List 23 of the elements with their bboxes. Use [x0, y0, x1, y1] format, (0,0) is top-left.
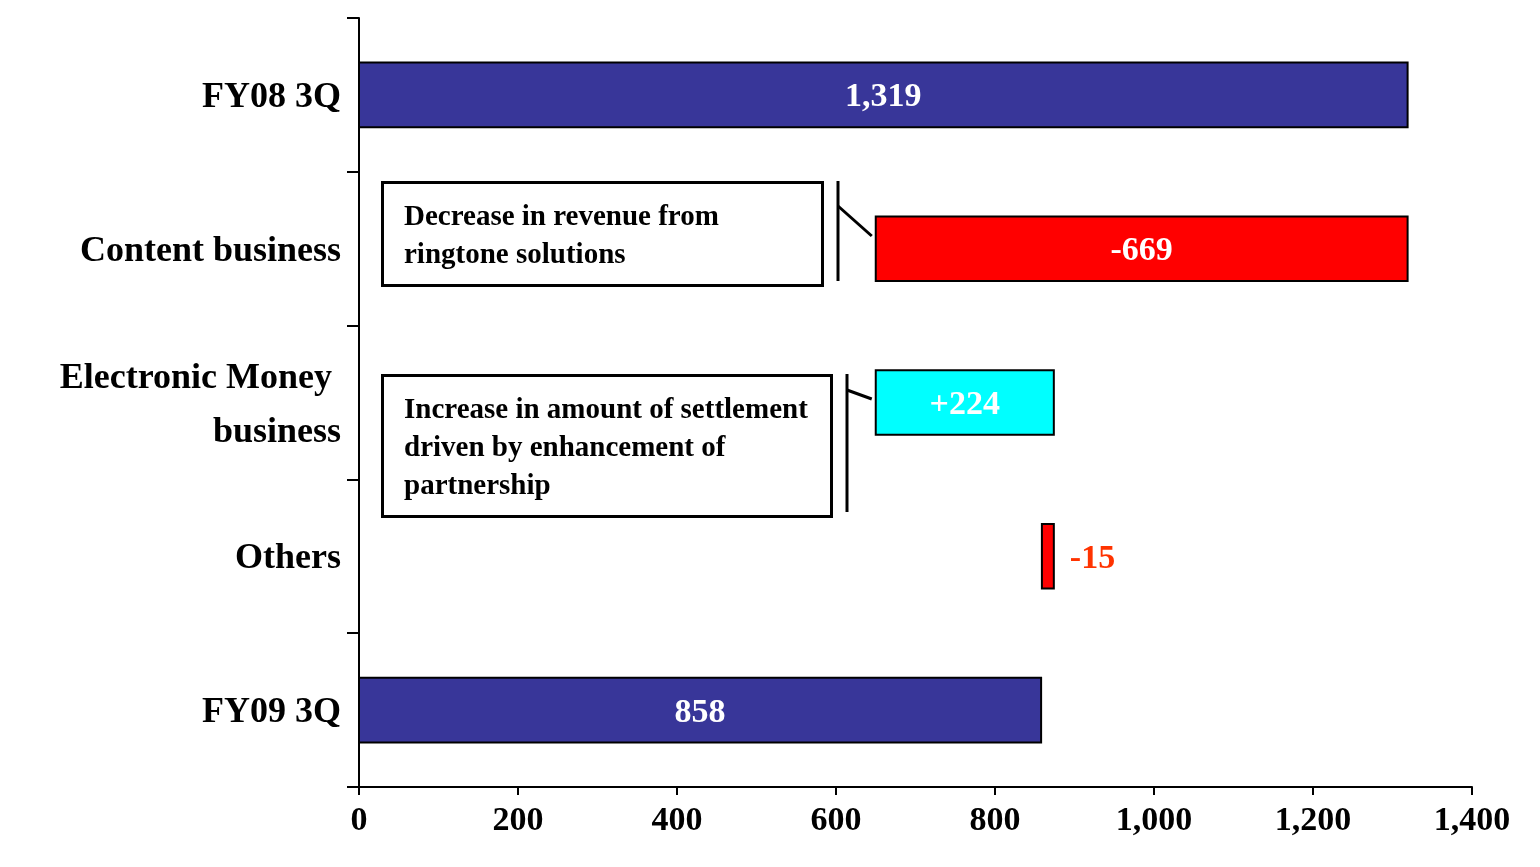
data-label: 1,319 — [845, 76, 922, 114]
y-tick-label: FY09 3Q — [202, 690, 341, 731]
data-label: +224 — [929, 384, 1000, 421]
data-label: 858 — [674, 691, 726, 729]
bar — [874, 215, 1409, 282]
callout-box: Decrease in revenue from ringtone solutions — [381, 180, 824, 287]
x-tick-label: 1,000 — [1115, 799, 1193, 837]
x-tick-label: 0 — [350, 799, 368, 837]
x-tick-label: 800 — [969, 799, 1021, 837]
y-tick-label: Content business — [79, 228, 341, 269]
bar — [1040, 523, 1055, 590]
data-label: -669 — [1110, 230, 1173, 268]
x-tick-label: 1,400 — [1433, 799, 1511, 837]
y-tick-label: Others — [235, 536, 341, 577]
data-label: -15 — [1069, 537, 1116, 575]
y-tick-label: Electronic Money business — [59, 355, 341, 450]
x-tick-label: 600 — [810, 799, 862, 837]
x-tick-label: 200 — [492, 799, 544, 837]
bar — [874, 369, 1055, 436]
callout-box: Increase in amount of settlement driven by enhancement of partnership — [381, 373, 833, 518]
x-tick-label: 400 — [651, 799, 703, 837]
y-tick-label: FY08 3Q — [202, 74, 341, 115]
x-tick-label: 1,200 — [1274, 799, 1352, 837]
